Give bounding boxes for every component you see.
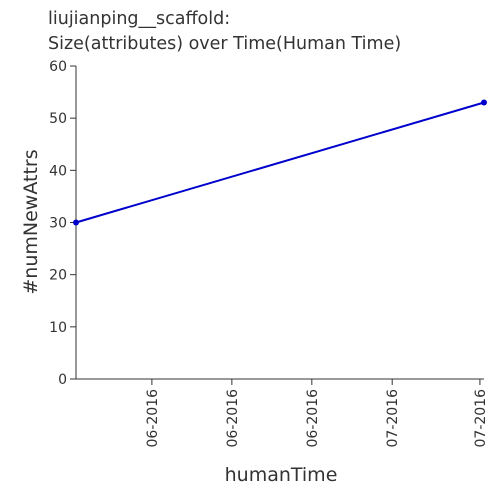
y-tick-label: 50 xyxy=(49,111,67,127)
y-tick-label: 20 xyxy=(49,268,67,284)
y-tick-label: 60 xyxy=(49,59,67,75)
y-tick-label: 30 xyxy=(49,216,67,232)
x-axis-label: humanTime xyxy=(225,464,338,486)
data-point xyxy=(481,99,487,106)
x-tick-label: 07-2016 xyxy=(473,389,489,448)
y-axis-label: #numNewAttrs xyxy=(20,149,42,294)
x-axis: 06-2016 06-2016 06-2016 07-2016 07-2016 xyxy=(76,378,489,448)
x-tick-label: 06-2016 xyxy=(225,389,241,448)
chart-title-line-1: liujianping__scaffold: xyxy=(48,9,231,29)
y-tick-label: 0 xyxy=(58,372,67,388)
data-point xyxy=(73,219,79,226)
x-tick-label: 06-2016 xyxy=(305,389,321,448)
series-line xyxy=(75,101,485,224)
y-tick-label: 10 xyxy=(49,320,67,336)
y-tick-label: 40 xyxy=(49,163,67,179)
x-tick-label: 07-2016 xyxy=(385,389,401,448)
x-tick-label: 06-2016 xyxy=(145,389,161,448)
chart-title: liujianping__scaffold: Size(attributes) … xyxy=(48,7,401,57)
series-layer xyxy=(73,99,487,226)
chart-title-line-2: Size(attributes) over Time(Human Time) xyxy=(48,34,402,54)
y-axis: 0 10 20 30 40 50 60 xyxy=(49,59,77,388)
